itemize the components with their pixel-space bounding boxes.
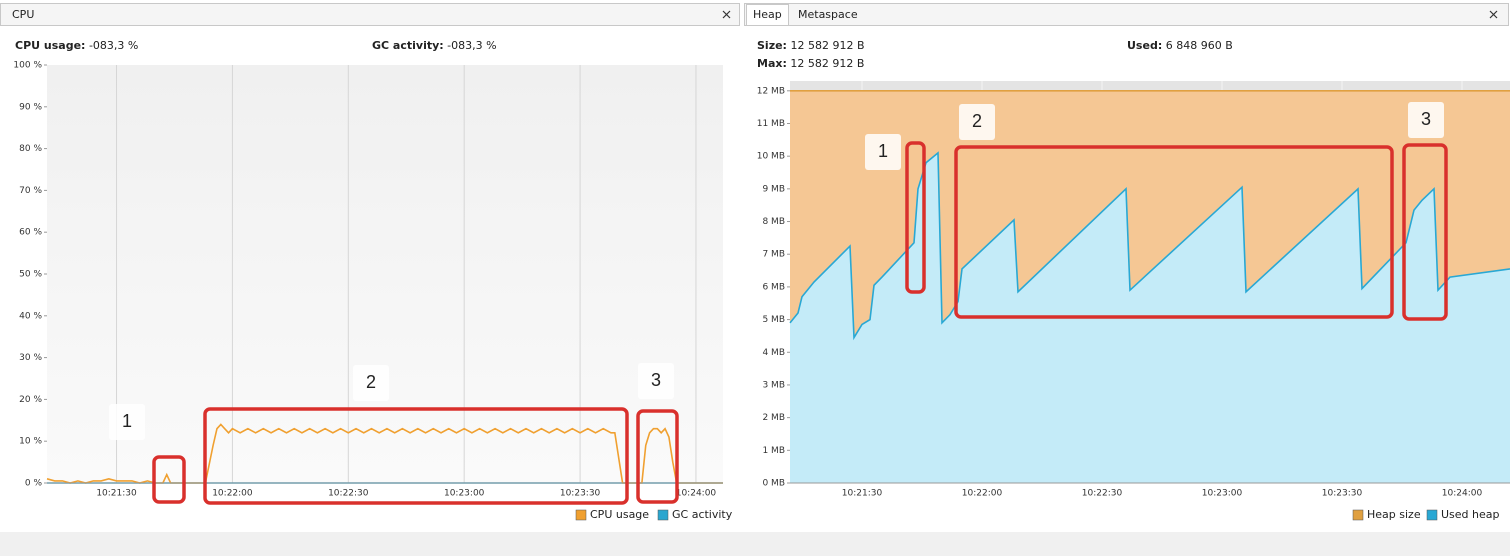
legend-swatch xyxy=(575,509,587,521)
legend-label: Used heap xyxy=(1441,508,1500,521)
tab-bar xyxy=(0,3,740,26)
stat: Max: 12 582 912 B xyxy=(757,57,864,70)
stat: CPU usage: -083,3 % xyxy=(15,39,138,52)
x-tick-label: 10:23:30 xyxy=(1322,489,1363,499)
tab-label[interactable]: Heap xyxy=(753,8,782,21)
y-tick-label: 8 MB xyxy=(762,217,785,227)
x-tick-label: 10:22:30 xyxy=(1082,489,1123,499)
x-tick-label: 10:22:00 xyxy=(962,489,1003,499)
annotation-label: 3 xyxy=(651,370,661,390)
annotation-label-bg xyxy=(638,363,674,399)
annotation-label: 1 xyxy=(122,411,132,431)
x-tick-label: 10:21:30 xyxy=(96,489,137,499)
y-tick-label: 6 MB xyxy=(762,282,785,292)
legend-swatch xyxy=(657,509,669,521)
stat-label: Max: xyxy=(757,57,787,70)
annotation-label-bg xyxy=(109,404,145,440)
y-tick-label: 20 % xyxy=(19,395,42,405)
y-tick-label: 1 MB xyxy=(762,446,785,456)
x-tick-label: 10:23:00 xyxy=(444,489,485,499)
y-tick-label: 2 MB xyxy=(762,413,785,423)
annotation-box xyxy=(905,141,926,294)
y-tick-label: 7 MB xyxy=(762,250,785,260)
y-tick-label: 90 % xyxy=(19,102,42,112)
plot-area xyxy=(47,65,723,483)
stat-label: CPU usage: xyxy=(15,39,85,52)
annotation-label-bg xyxy=(865,134,901,170)
status-bar xyxy=(0,532,1510,556)
x-tick-label: 10:24:00 xyxy=(1442,489,1483,499)
y-tick-label: 12 MB xyxy=(757,86,785,96)
y-tick-label: 5 MB xyxy=(762,315,785,325)
stat-label: Used: xyxy=(1127,39,1162,52)
stat: GC activity: -083,3 % xyxy=(372,39,497,52)
annotation-box xyxy=(152,455,186,504)
tab-bar xyxy=(744,3,1509,26)
legend-label: CPU usage xyxy=(590,508,649,521)
y-tick-label: 100 % xyxy=(13,61,42,71)
stat-label: GC activity: xyxy=(372,39,444,52)
y-tick-label: 9 MB xyxy=(762,184,785,194)
stat: Used: 6 848 960 B xyxy=(1127,39,1233,52)
y-tick-label: 70 % xyxy=(19,186,42,196)
y-tick-label: 3 MB xyxy=(762,380,785,390)
annotation-label-bg xyxy=(353,365,389,401)
legend-label: GC activity xyxy=(672,508,733,521)
stat: Size: 12 582 912 B xyxy=(757,39,865,52)
y-tick-label: 4 MB xyxy=(762,348,785,358)
annotation-label-bg xyxy=(959,104,995,140)
annotation-label-bg xyxy=(1408,102,1444,138)
annotation-box xyxy=(1402,143,1448,321)
y-tick-label: 10 MB xyxy=(757,152,785,162)
y-tick-label: 50 % xyxy=(19,270,42,280)
series-line xyxy=(789,151,1510,341)
tab-label[interactable]: Metaspace xyxy=(798,8,858,21)
legend-swatch xyxy=(1352,509,1364,521)
y-tick-label: 11 MB xyxy=(757,119,785,129)
x-tick-label: 10:23:00 xyxy=(1202,489,1243,499)
annotation-label: 1 xyxy=(878,141,888,161)
y-tick-label: 40 % xyxy=(19,311,42,321)
tab-label[interactable]: CPU xyxy=(12,8,34,21)
tab-selected[interactable] xyxy=(746,4,789,26)
y-tick-label: 0 % xyxy=(25,479,43,489)
annotation-label: 2 xyxy=(972,111,982,131)
y-tick-label: 80 % xyxy=(19,144,42,154)
annotation-box xyxy=(954,145,1394,319)
stat-label: Size: xyxy=(757,39,787,52)
stat-value: -083,3 % xyxy=(89,39,138,52)
stat-value: 12 582 912 B xyxy=(790,39,864,52)
y-tick-label: 10 % xyxy=(19,437,42,447)
x-tick-label: 10:22:00 xyxy=(212,489,253,499)
stat-value: 6 848 960 B xyxy=(1166,39,1233,52)
x-tick-label: 10:22:30 xyxy=(328,489,369,499)
annotation-box xyxy=(203,407,629,505)
x-tick-label: 10:24:00 xyxy=(676,489,717,499)
stat-value: 12 582 912 B xyxy=(790,57,864,70)
legend-swatch xyxy=(1426,509,1438,521)
stat-value: -083,3 % xyxy=(447,39,496,52)
annotation-label: 3 xyxy=(1421,109,1431,129)
x-tick-label: 10:23:30 xyxy=(560,489,601,499)
y-tick-label: 30 % xyxy=(19,353,42,363)
close-icon[interactable] xyxy=(722,10,1498,19)
x-tick-label: 10:21:30 xyxy=(842,489,883,499)
annotation-label: 2 xyxy=(366,372,376,392)
y-tick-label: 60 % xyxy=(19,228,42,238)
series-line xyxy=(46,423,723,484)
y-tick-label: 0 MB xyxy=(762,479,785,489)
annotation-box xyxy=(636,409,679,504)
legend-label: Heap size xyxy=(1367,508,1421,521)
